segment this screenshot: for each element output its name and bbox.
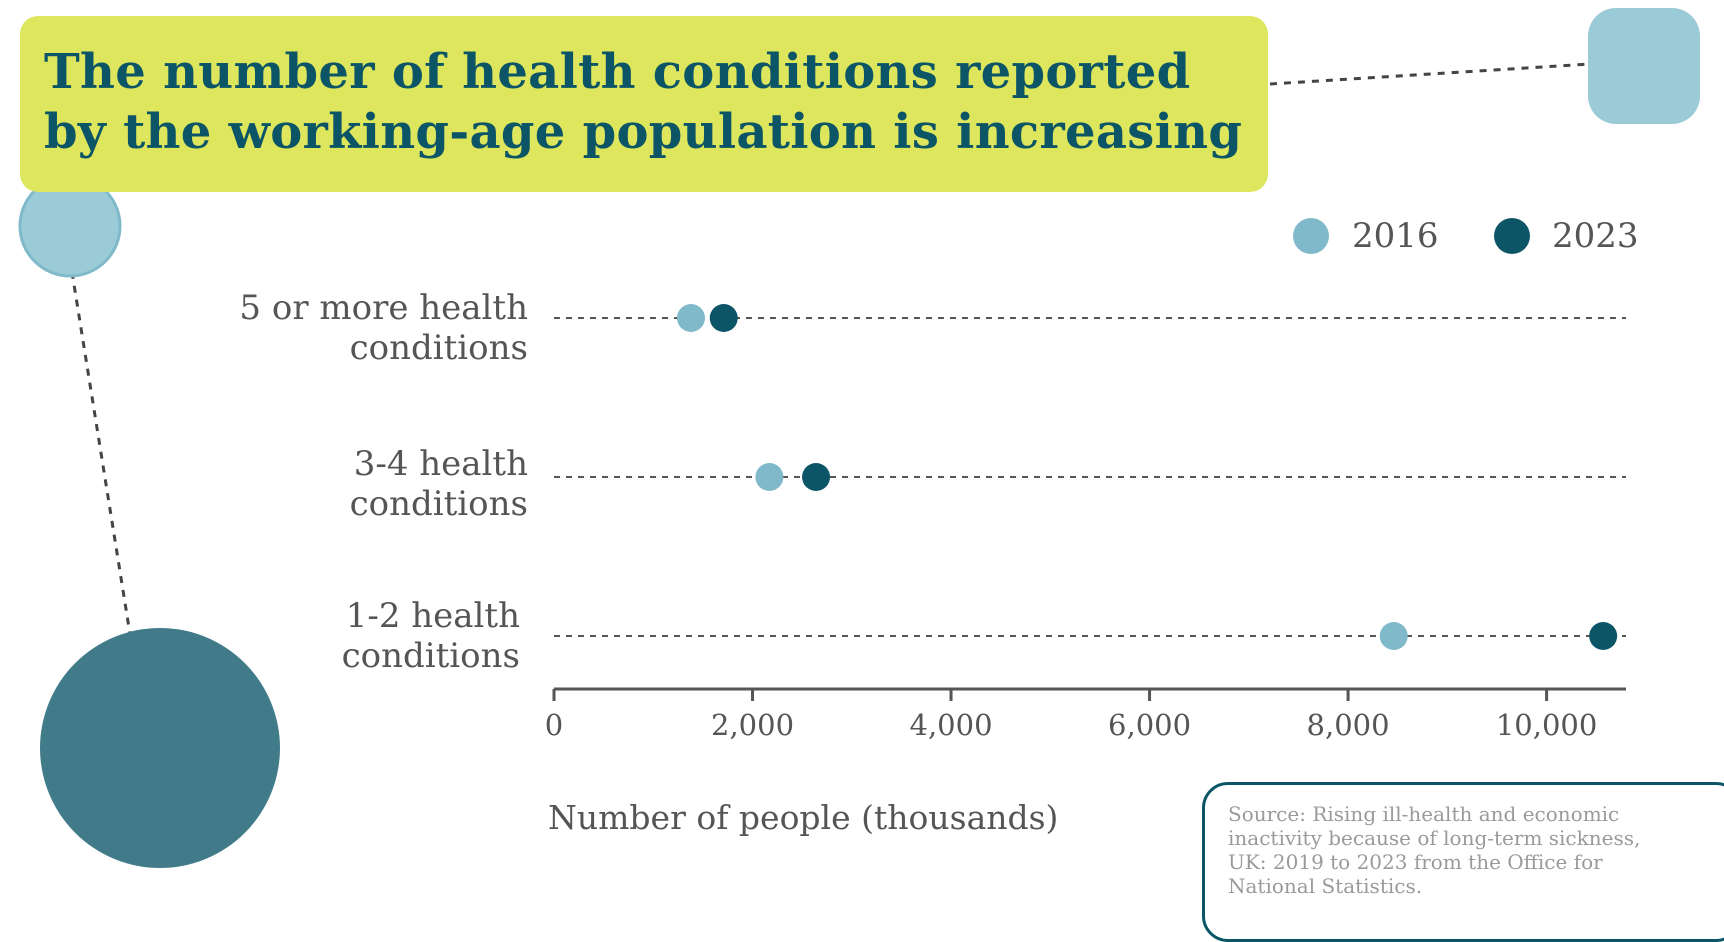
connector-line-top <box>1269 62 1591 86</box>
data-point-2023 <box>1589 622 1618 650</box>
data-point-2016 <box>755 463 784 491</box>
data-point-2023 <box>709 304 738 332</box>
x-tick-label: 4,000 <box>909 708 993 742</box>
category-label-line: 1-2 health <box>345 596 520 636</box>
source-note: Source: Rising ill-health and economic i… <box>1228 802 1641 898</box>
data-point-2016 <box>1379 622 1408 650</box>
decorative-large-circle <box>40 628 280 868</box>
data-point-2023 <box>802 463 831 491</box>
chart-title-line-1: The number of health conditions reported <box>44 44 1191 100</box>
legend-label-2016: 2016 <box>1352 216 1439 256</box>
dot-plot-area <box>552 304 1626 701</box>
connector-line-left <box>70 271 132 635</box>
category-label-line: 5 or more health <box>239 288 528 328</box>
chart-title-line-2: by the working-age population is increas… <box>44 104 1243 160</box>
x-axis-label: Number of people (thousands) <box>548 798 1059 837</box>
x-tick-label: 0 <box>544 708 564 742</box>
legend-label-2023: 2023 <box>1552 216 1639 256</box>
category-label-line: conditions <box>341 636 520 676</box>
decorative-square <box>1588 8 1700 124</box>
category-label-line: conditions <box>349 484 528 524</box>
x-tick-label: 6,000 <box>1108 708 1192 742</box>
x-tick-label: 10,000 <box>1495 708 1598 742</box>
legend-swatch-2023 <box>1494 218 1530 254</box>
x-tick-label: 2,000 <box>711 708 795 742</box>
x-tick-label: 8,000 <box>1306 708 1390 742</box>
category-label-5-plus: 5 or more health conditions <box>239 288 528 368</box>
category-label-line: 3-4 health <box>353 444 528 484</box>
data-point-2016 <box>676 304 705 332</box>
category-label-3-4: 3-4 health conditions <box>350 444 528 524</box>
category-label-1-2: 1-2 health conditions <box>342 596 520 676</box>
category-label-line: conditions <box>349 328 528 368</box>
decorative-shapes <box>18 8 1700 868</box>
legend-swatch-2016 <box>1293 218 1329 254</box>
title-banner <box>20 16 1268 192</box>
